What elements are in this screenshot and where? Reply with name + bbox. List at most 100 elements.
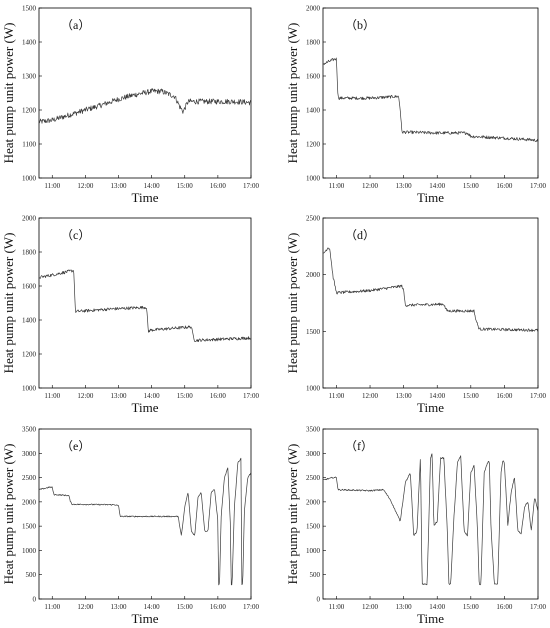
x-tick-label: 13:00 — [396, 182, 412, 190]
panel-label: （d） — [345, 228, 375, 242]
x-axis-label: Time — [417, 611, 444, 626]
x-tick-label: 13:00 — [111, 392, 127, 400]
chart-panel-c: 1000 1200 1400 1600 1800 2000 11:00 12:00 13:00 1… — [1, 215, 259, 416]
x-tick-label: 11:00 — [44, 182, 60, 190]
x-tick-label: 17:00 — [530, 392, 546, 400]
y-axis-label: Heat pump unit power (W) — [285, 23, 300, 164]
y-tick-label: 0 — [317, 596, 321, 604]
y-axis-label: Heat pump unit power (W) — [1, 233, 16, 374]
panel-label: （c） — [61, 228, 90, 242]
panel-label: （b） — [345, 18, 375, 32]
series-line — [38, 269, 252, 343]
x-tick-label: 11:00 — [329, 392, 345, 400]
plot-frame — [322, 428, 539, 600]
x-tick-label: 15:00 — [463, 603, 479, 611]
x-tick-label: 12:00 — [362, 603, 378, 611]
y-tick-label: 1500 — [306, 328, 321, 336]
x-tick-label: 13:00 — [396, 392, 412, 400]
panel-label: （a） — [61, 18, 90, 32]
x-axis-label: Time — [417, 400, 444, 415]
x-axis-label: Time — [132, 611, 159, 626]
y-tick-label: 1000 — [22, 547, 37, 555]
x-tick-label: 12:00 — [362, 392, 378, 400]
y-axis-label: Heat pump unit power (W) — [1, 23, 16, 164]
x-tick-label: 11:00 — [329, 182, 345, 190]
series-line — [322, 453, 539, 586]
chart-panel-e: 0 500 1000 1500 2000 2500 3000 3500 11:00 12:00 13… — [1, 426, 259, 627]
y-axis-label: Heat pump unit power (W) — [285, 444, 300, 585]
chart-panel-d: 1000 1500 2000 2500 11:00 12:00 13:00 14:00 15:0… — [285, 215, 546, 416]
y-tick-label: 1600 — [22, 283, 37, 291]
y-tick-label: 2500 — [306, 215, 321, 223]
y-tick-label: 2000 — [306, 498, 321, 506]
x-tick-label: 14:00 — [429, 603, 445, 611]
x-tick-label: 16:00 — [210, 603, 226, 611]
series-line — [38, 88, 252, 124]
x-tick-label: 15:00 — [177, 182, 193, 190]
x-tick-label: 14:00 — [144, 603, 160, 611]
series-line — [322, 57, 539, 143]
x-tick-label: 15:00 — [177, 603, 193, 611]
x-tick-label: 17:00 — [530, 182, 546, 190]
x-tick-label: 12:00 — [77, 603, 93, 611]
x-axis-label: Time — [132, 400, 159, 415]
x-tick-label: 14:00 — [144, 182, 160, 190]
y-tick-label: 1800 — [22, 249, 37, 257]
y-axis-label: Heat pump unit power (W) — [1, 444, 16, 585]
y-tick-label: 2500 — [306, 474, 321, 482]
x-tick-label: 14:00 — [429, 182, 445, 190]
y-tick-label: 1400 — [22, 39, 37, 47]
y-tick-label: 0 — [33, 596, 37, 604]
series-line — [38, 457, 252, 586]
y-tick-label: 1500 — [22, 5, 37, 13]
y-tick-label: 3500 — [22, 426, 37, 434]
y-tick-label: 1400 — [306, 107, 321, 115]
x-tick-label: 11:00 — [44, 603, 60, 611]
x-tick-label: 11:00 — [44, 392, 60, 400]
chart-panel-a: 1000 1100 1200 1300 1400 1500 11:00 12:00 13:00 1… — [1, 5, 259, 206]
x-tick-label: 12:00 — [77, 182, 93, 190]
y-tick-label: 1200 — [22, 351, 37, 359]
y-tick-label: 3000 — [306, 450, 321, 458]
y-tick-label: 1000 — [22, 385, 37, 393]
y-tick-label: 500 — [26, 571, 37, 579]
y-tick-label: 1500 — [22, 523, 37, 531]
x-tick-label: 17:00 — [530, 603, 546, 611]
y-tick-label: 3000 — [22, 450, 37, 458]
chart-panel-b: 1000 1200 1400 1600 1800 2000 11:00 12:00 13:00 1… — [285, 5, 546, 206]
y-tick-label: 1000 — [306, 175, 321, 183]
y-tick-label: 3500 — [306, 426, 321, 434]
x-tick-label: 12:00 — [77, 392, 93, 400]
x-tick-label: 17:00 — [243, 392, 259, 400]
y-axis-label: Heat pump unit power (W) — [285, 233, 300, 374]
x-tick-label: 17:00 — [243, 603, 259, 611]
x-tick-label: 14:00 — [429, 392, 445, 400]
y-tick-label: 1000 — [22, 175, 37, 183]
x-tick-label: 13:00 — [111, 182, 127, 190]
x-axis-label: Time — [417, 190, 444, 205]
y-tick-label: 2000 — [306, 5, 321, 13]
y-tick-label: 1000 — [306, 547, 321, 555]
x-axis-label: Time — [132, 190, 159, 205]
y-tick-label: 1300 — [22, 73, 37, 81]
y-tick-label: 1800 — [306, 39, 321, 47]
x-tick-label: 15:00 — [177, 392, 193, 400]
x-tick-label: 12:00 — [362, 182, 378, 190]
y-tick-label: 2500 — [22, 474, 37, 482]
plot-frame — [38, 217, 252, 389]
x-tick-label: 16:00 — [496, 603, 512, 611]
x-tick-label: 13:00 — [111, 603, 127, 611]
y-tick-label: 2000 — [22, 215, 37, 223]
x-tick-label: 15:00 — [463, 392, 479, 400]
x-tick-label: 15:00 — [463, 182, 479, 190]
plot-frame — [38, 7, 252, 179]
y-tick-label: 500 — [310, 571, 321, 579]
panel-label: （f） — [345, 439, 373, 453]
chart-panel-f: 0 500 1000 1500 2000 2500 3000 3500 11:00 12:00 13… — [285, 426, 546, 627]
y-tick-label: 1100 — [22, 141, 36, 149]
x-tick-label: 17:00 — [243, 182, 259, 190]
y-tick-label: 1500 — [306, 523, 321, 531]
y-tick-label: 1200 — [22, 107, 37, 115]
x-tick-label: 16:00 — [210, 392, 226, 400]
x-tick-label: 16:00 — [210, 182, 226, 190]
